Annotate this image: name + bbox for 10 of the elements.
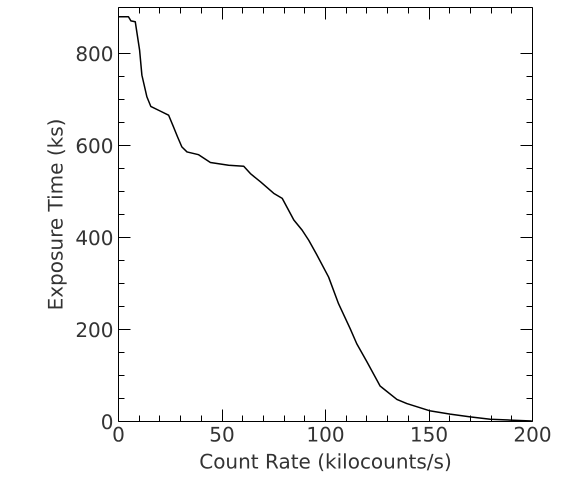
x-tick-label: 50 <box>209 422 235 446</box>
x-tick-label: 200 <box>513 422 552 446</box>
y-tick-label: 800 <box>75 42 114 66</box>
y-tick-label: 200 <box>75 318 114 342</box>
x-tick-label: 150 <box>410 422 448 446</box>
x-axis-title: Count Rate (kilocounts/s) <box>199 450 452 474</box>
y-axis-title: Exposure Time (ks) <box>43 118 68 310</box>
x-tick-label: 100 <box>306 422 345 446</box>
y-tick-label: 400 <box>75 226 114 250</box>
y-tick-label: 600 <box>75 134 114 158</box>
